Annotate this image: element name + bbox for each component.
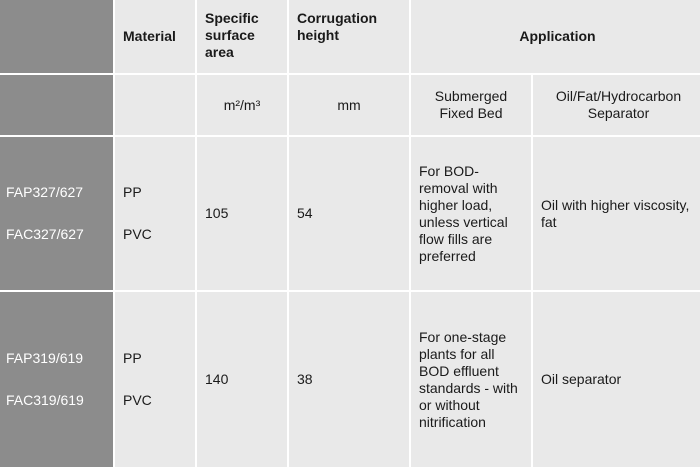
cell: For BOD-removal with higher load, unless… bbox=[411, 137, 531, 290]
corner-cell bbox=[0, 0, 113, 73]
code: FAC319/619 bbox=[6, 392, 84, 408]
code-cell: FAP327/627 FAC327/627 bbox=[0, 137, 113, 290]
unit-cell: m²/m³ bbox=[197, 75, 287, 135]
header-cell: Material bbox=[115, 0, 195, 73]
code: FAP319/619 bbox=[6, 350, 84, 366]
material: PVC bbox=[123, 392, 152, 408]
cell: Oil with higher viscosity, fat bbox=[533, 137, 700, 290]
cell: 105 bbox=[197, 137, 287, 290]
code-cell: FAP319/619 FAC319/619 bbox=[0, 292, 113, 467]
cell: 140 bbox=[197, 292, 287, 467]
unit-cell: Submerged Fixed Bed bbox=[411, 75, 531, 135]
material-cell: PP PVC bbox=[115, 137, 195, 290]
code: FAP327/627 bbox=[6, 184, 84, 200]
material: PP bbox=[123, 184, 142, 200]
header-cell: Corrugation height bbox=[289, 0, 409, 73]
unit-cell: mm bbox=[289, 75, 409, 135]
material: PVC bbox=[123, 226, 152, 242]
cell bbox=[115, 75, 195, 135]
header-cell: Specific surface area bbox=[197, 0, 287, 73]
material: PP bbox=[123, 350, 142, 366]
cell: 54 bbox=[289, 137, 409, 290]
material-cell: PP PVC bbox=[115, 292, 195, 467]
cell: For one-stage plants for all BOD effluen… bbox=[411, 292, 531, 467]
label-cell bbox=[0, 75, 113, 135]
code: FAC327/627 bbox=[6, 226, 84, 242]
header-cell: Application bbox=[411, 0, 700, 73]
unit-cell: Oil/Fat/Hydrocarbon Separator bbox=[533, 75, 700, 135]
cell: Oil separator bbox=[533, 292, 700, 467]
cell: 38 bbox=[289, 292, 409, 467]
